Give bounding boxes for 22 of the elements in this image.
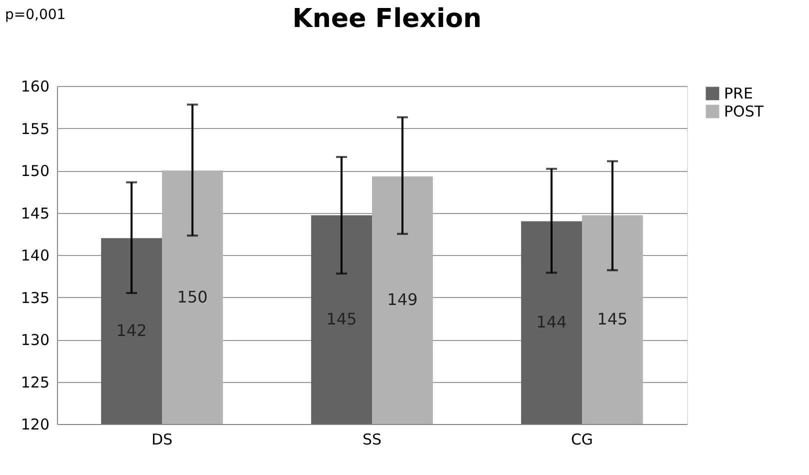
y-tick-label: 160	[20, 78, 50, 96]
data-label: 150	[177, 287, 208, 306]
y-tick-label: 140	[20, 246, 50, 264]
data-label: 149	[387, 290, 418, 310]
chart-title: Knee Flexion	[292, 4, 482, 34]
data-label: 144	[536, 312, 567, 332]
text: p=0,001	[5, 7, 66, 23]
y-tick-label: 120	[20, 416, 50, 434]
legend-label: PRE	[724, 84, 753, 102]
y-tick-label: 135	[20, 288, 50, 307]
x-tick-label: SS	[362, 430, 382, 448]
y-tick-label: 150	[20, 162, 50, 180]
y-tick-label: 130	[20, 331, 50, 349]
y-tick-label: 145	[20, 204, 50, 222]
y-tick-label: 155	[20, 120, 50, 138]
data-label: 145	[326, 310, 357, 329]
data-label: 145	[597, 310, 628, 329]
data-label: 142	[116, 321, 147, 340]
legend-label: POST	[724, 102, 764, 120]
x-tick-label: DS	[151, 430, 173, 448]
x-tick-label: CG	[570, 430, 594, 448]
y-tick-label: 125	[20, 373, 50, 392]
